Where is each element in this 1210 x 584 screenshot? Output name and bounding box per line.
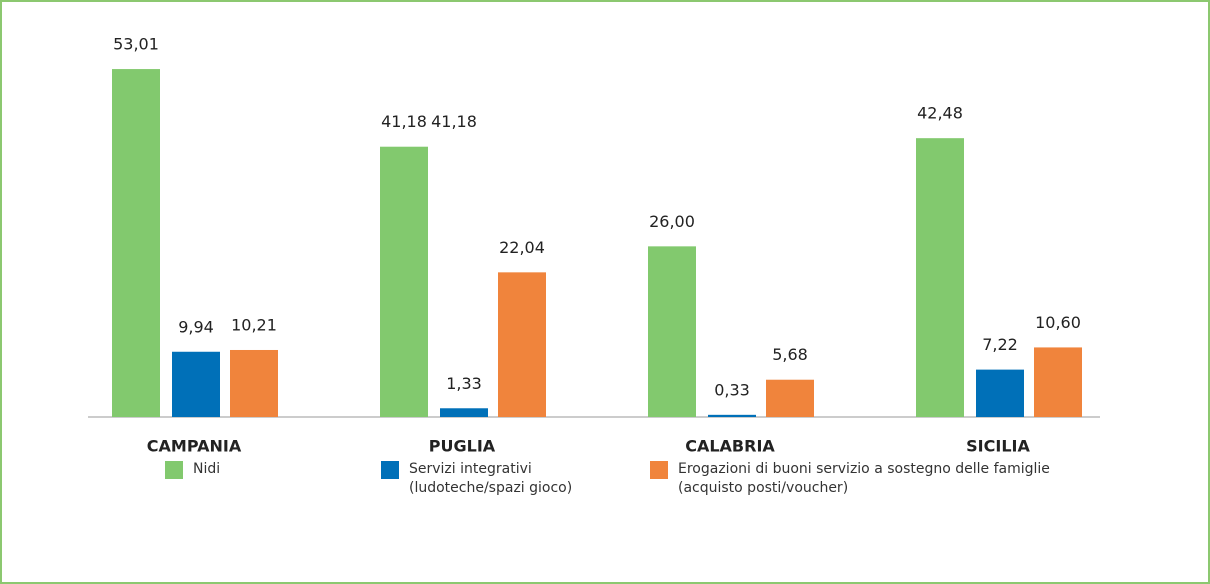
legend: Nidi Servizi integrativi (ludoteche/spazi… xyxy=(2,460,1208,540)
bar xyxy=(380,146,428,417)
x-tick-label: CALABRIA xyxy=(685,437,775,456)
x-tick-label: CAMPANIA xyxy=(147,437,242,456)
x-tick-label: SICILIA xyxy=(966,437,1030,456)
legend-item: Servizi integrativi (ludoteche/spazi gio… xyxy=(381,460,572,498)
x-tick-label: PUGLIA xyxy=(429,437,496,456)
bar xyxy=(766,379,814,417)
chart: 53,01 41,18 26,00 42,48 9,94 1,33 0,33 7,22 10,2… xyxy=(88,35,1100,456)
value-label: 26,00 xyxy=(649,212,695,231)
legend-swatch xyxy=(165,461,183,479)
bar xyxy=(112,69,160,417)
value-label: 0,33 xyxy=(714,380,750,399)
value-label: 42,48 xyxy=(917,104,963,123)
bar xyxy=(976,369,1024,417)
legend-label: Erogazioni di buoni servizio a sostegno … xyxy=(678,461,1050,496)
bar xyxy=(230,349,278,417)
value-label: 9,94 xyxy=(178,317,214,336)
value-label: 41,18 xyxy=(381,112,427,131)
value-label: 53,01 xyxy=(113,35,159,54)
legend-swatch xyxy=(650,461,668,479)
value-label: 10,21 xyxy=(231,315,277,334)
legend-swatch xyxy=(381,461,399,479)
value-label: 7,22 xyxy=(982,335,1018,354)
annotation: 41,18 xyxy=(431,112,477,131)
bar xyxy=(648,246,696,417)
legend-item: Nidi xyxy=(165,460,220,479)
legend-item: Erogazioni di buoni servizio a sostegno … xyxy=(650,460,1050,498)
value-label: 1,33 xyxy=(446,374,482,393)
value-label: 10,60 xyxy=(1035,313,1081,332)
bar xyxy=(1034,347,1082,417)
bar xyxy=(172,351,220,417)
value-label: 5,68 xyxy=(772,345,808,364)
legend-label: Nidi xyxy=(193,461,221,477)
value-label: 22,04 xyxy=(499,238,545,257)
bar xyxy=(498,272,546,417)
legend-label: Servizi integrativi (ludoteche/spazi gio… xyxy=(409,461,573,496)
bar xyxy=(916,138,964,417)
bar xyxy=(708,414,756,417)
bar xyxy=(440,408,488,417)
